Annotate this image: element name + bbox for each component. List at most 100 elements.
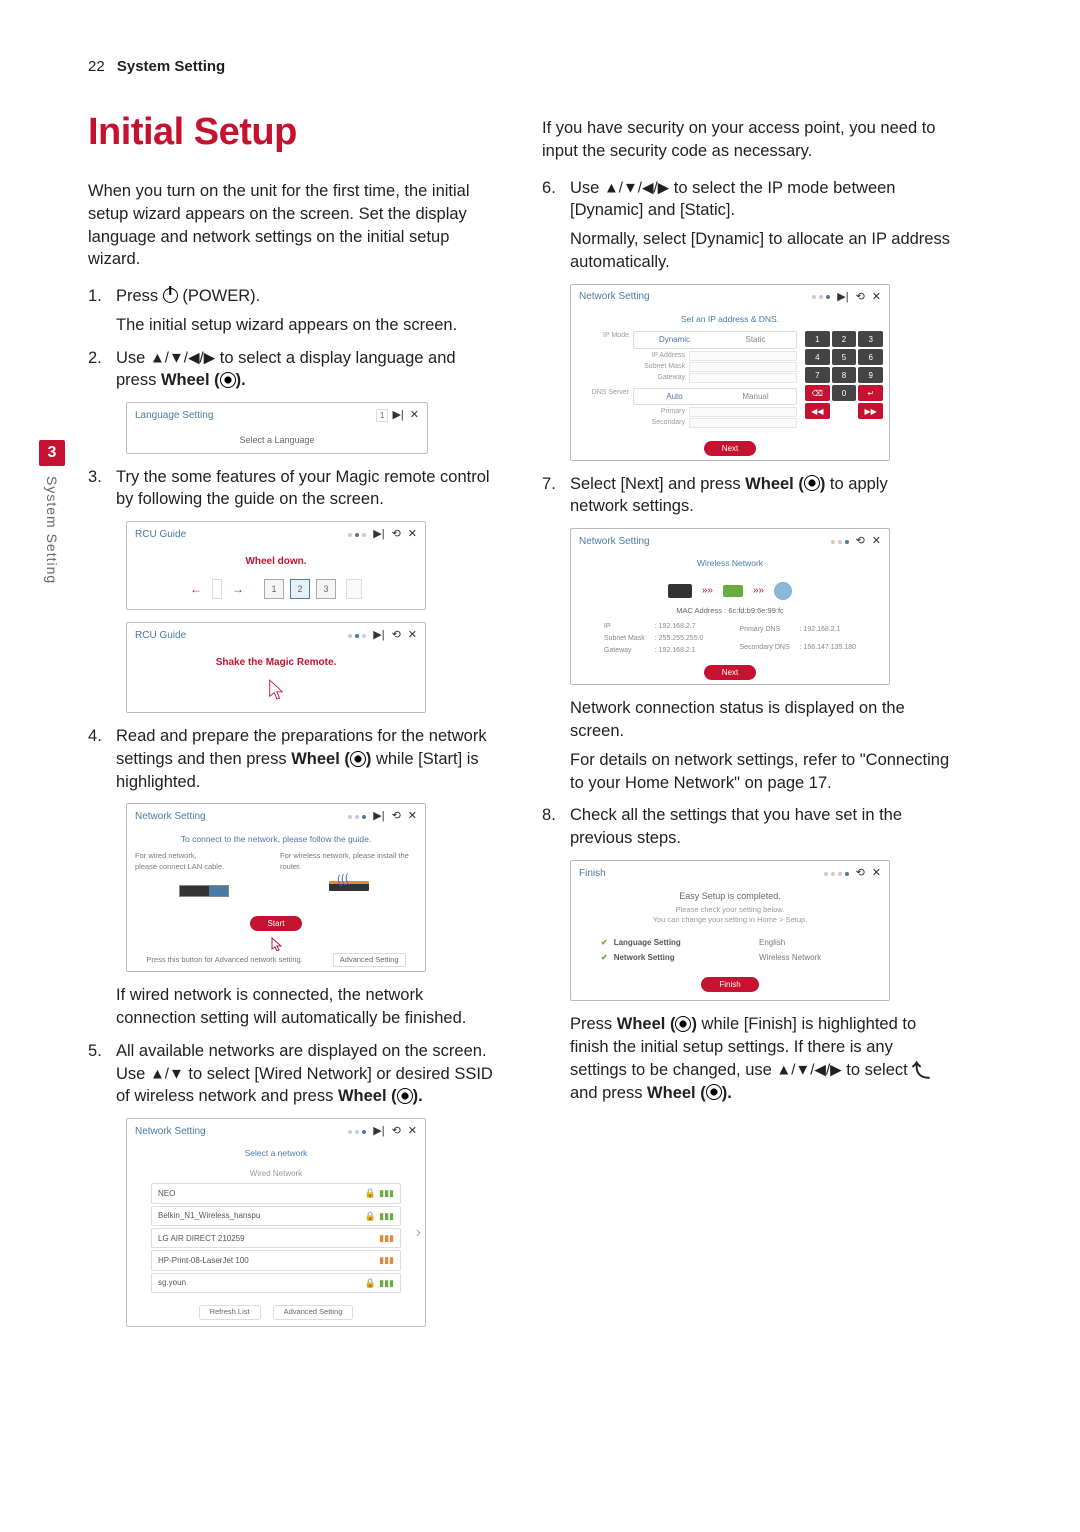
advanced-setting-button[interactable]: Advanced Setting (333, 953, 406, 967)
keypad-key[interactable]: 0 (832, 385, 857, 401)
keypad-key[interactable]: 4 (805, 349, 830, 365)
lock-icon: 🔒 (365, 1210, 376, 1222)
finish-button[interactable]: Finish (701, 977, 758, 992)
router-node-icon (723, 585, 743, 597)
refresh-list-button[interactable]: Refresh List (199, 1305, 261, 1319)
scr-subtitle: Set an IP address & DNS. (571, 310, 889, 330)
finish-heading: Easy Setup is completed. (571, 886, 889, 902)
dns-mode-tabs[interactable]: AutoManual (633, 388, 797, 405)
keypad-key[interactable]: ◀◀ (805, 403, 830, 419)
step-7-sub2: For details on network settings, refer t… (570, 749, 950, 795)
side-tab-text: System Setting (44, 476, 60, 584)
network-list: Wired Network NEO🔒▮▮▮ Belkin_N1_Wireless_… (145, 1164, 407, 1301)
wireless-hint: For wireless network, please install the… (280, 851, 417, 872)
section-title: System Setting (117, 58, 225, 75)
step-4: Read and prepare the preparations for th… (88, 725, 496, 1030)
step-3: Try the some features of your Magic remo… (88, 466, 496, 713)
scr-title: Network Setting (135, 810, 348, 824)
keypad-key[interactable]: ▶▶ (858, 403, 883, 419)
step-7: Select [Next] and press Wheel () to appl… (542, 473, 950, 795)
keypad-key[interactable]: 9 (858, 367, 883, 383)
check-icon: ✔ (601, 952, 608, 963)
screenshot-rcu-guide-1: RCU Guide ▶|⟲✕ Wheel down. ← → 1 2 3 (126, 521, 426, 610)
step-5: All available networks are displayed on … (88, 1040, 496, 1327)
scr-subtitle: Wireless Network (571, 554, 889, 574)
step-8: Check all the settings that you have set… (542, 804, 950, 1104)
numeric-keypad[interactable]: 123 456 789 ⌫0↵ ◀◀ ▶▶ (805, 331, 883, 432)
mac-address: 6c:fd:b9:6e:99:fc (728, 606, 783, 615)
page-header: 22 System Setting (88, 58, 982, 75)
network-item[interactable]: NEO🔒▮▮▮ (151, 1183, 401, 1203)
keypad-key[interactable]: 5 (832, 349, 857, 365)
intro-paragraph: When you turn on the unit for the first … (88, 180, 496, 271)
step-8-sub: Press Wheel () while [Finish] is highlig… (570, 1013, 950, 1104)
back-icon (912, 1063, 928, 1077)
screenshot-network-list: Network Setting ▶|⟲✕ Select a network Wi… (126, 1118, 426, 1326)
chevron-right-icon[interactable]: › (416, 1222, 421, 1244)
skip-end-icon: ▶| (373, 527, 384, 542)
left-column: Initial Setup When you turn on the unit … (88, 111, 496, 1339)
finish-row: ✔Language SettingEnglish (601, 935, 859, 950)
keypad-key[interactable]: 1 (805, 331, 830, 347)
cursor-icon (267, 678, 285, 702)
keypad-key[interactable]: 6 (858, 349, 883, 365)
keypad-key[interactable]: 2 (832, 331, 857, 347)
network-item[interactable]: Belkin_N1_Wireless_hanspu🔒▮▮▮ (151, 1206, 401, 1226)
arrow-left-icon: ← (190, 581, 202, 598)
lock-icon: 🔒 (365, 1277, 376, 1289)
advanced-hint: Press this button for Advanced network s… (146, 955, 302, 965)
scr-subtitle: Select a Language (127, 428, 427, 452)
wired-network-item[interactable]: Wired Network (151, 1166, 401, 1181)
wheel-icon (675, 1016, 691, 1032)
keypad-key[interactable]: 3 (858, 331, 883, 347)
next-button[interactable]: Next (704, 665, 756, 680)
wired-hint: For wired network, please connect LAN ca… (135, 851, 272, 872)
rcu-instruction: Shake the Magic Remote. (127, 648, 425, 674)
finish-row: ✔Network SettingWireless Network (601, 950, 859, 965)
ip-mode-label: IP Mode (577, 331, 633, 383)
signal-icon: »» (753, 584, 764, 598)
signal-icon: »» (702, 584, 713, 598)
keypad-key[interactable]: ⌫ (805, 385, 830, 401)
scr-title: RCU Guide (135, 528, 348, 542)
lock-icon: 🔒 (365, 1187, 376, 1199)
check-icon: ✔ (601, 937, 608, 948)
screenshot-finish: Finish ⟲✕ Easy Setup is completed. Pleas… (570, 860, 890, 1001)
keypad-key[interactable]: ↵ (858, 385, 883, 401)
step-1-sub: The initial setup wizard appears on the … (116, 314, 496, 337)
screenshot-wireless-status: Network Setting ⟲✕ Wireless Network »» »… (570, 528, 890, 685)
page-number: 22 (88, 58, 105, 75)
next-button[interactable]: Next (704, 441, 756, 456)
screenshot-ip-dns: Network Setting ▶|⟲✕ Set an IP address &… (570, 284, 890, 461)
rcu-instruction: Wheel down. (127, 547, 425, 573)
keypad-key[interactable]: 7 (805, 367, 830, 383)
step-6-sub: Normally, select [Dynamic] to allocate a… (570, 228, 950, 274)
scr-title: Network Setting (579, 535, 831, 549)
router-icon (329, 881, 369, 901)
screenshot-rcu-guide-2: RCU Guide ▶|⟲✕ Shake the Magic Remote. (126, 622, 426, 713)
side-tab-number: 3 (39, 440, 65, 466)
scr-subtitle: To connect to the network, please follow… (127, 830, 425, 850)
device-icon (668, 584, 692, 598)
wheel-icon (397, 1088, 413, 1104)
start-button[interactable]: Start (250, 916, 303, 931)
lan-cable-icon (179, 885, 229, 897)
screenshot-language-setting: Language Setting 1 ▶|✕ Select a Language (126, 402, 428, 454)
skip-end-icon: ▶| (392, 408, 403, 423)
scr-title: Language Setting (135, 409, 376, 423)
network-item[interactable]: sg.youn🔒▮▮▮ (151, 1273, 401, 1293)
back-icon: ⟲ (392, 527, 401, 542)
advanced-setting-button[interactable]: Advanced Setting (273, 1305, 354, 1319)
signal-icon: ▮▮▮ (379, 1187, 394, 1199)
screenshot-network-guide: Network Setting ▶|⟲✕ To connect to the n… (126, 803, 426, 972)
scr-title: RCU Guide (135, 629, 348, 643)
steps-list-left: Press (POWER). The initial setup wizard … (88, 285, 496, 1326)
globe-icon (774, 582, 792, 600)
power-icon (163, 288, 178, 303)
scr-subtitle: Select a network (127, 1144, 425, 1164)
ip-mode-tabs[interactable]: DynamicStatic (633, 331, 797, 348)
network-item[interactable]: LG AIR DIRECT 210259▮▮▮ (151, 1228, 401, 1248)
keypad-key[interactable]: 8 (832, 367, 857, 383)
wheel-icon (350, 751, 366, 767)
network-item[interactable]: HP-Print-08-LaserJet 100▮▮▮ (151, 1250, 401, 1270)
